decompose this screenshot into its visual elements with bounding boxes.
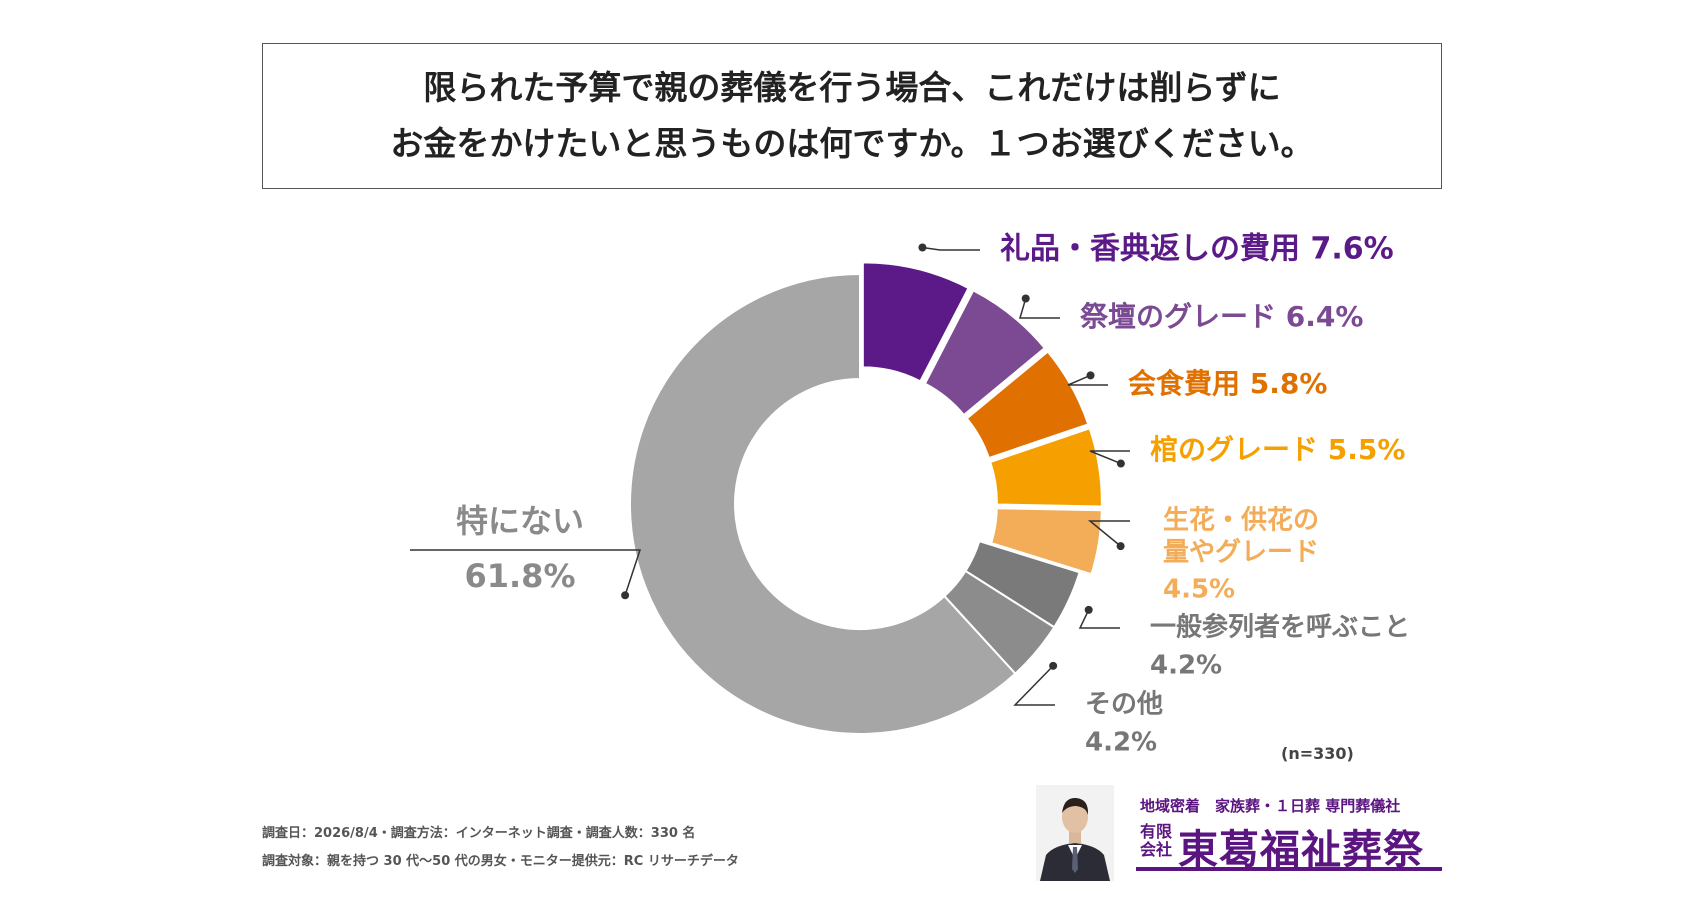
- leader-line-6: [1013, 665, 1055, 706]
- slice-label-7: 特にない: [456, 502, 584, 540]
- leader-line-7: [410, 549, 642, 596]
- survey-footnote-1: 調査日：2026/8/4・調査方法：インターネット調査・調査人数：330 名: [262, 826, 696, 841]
- leader-line-2: [1067, 374, 1108, 386]
- leader-dot-0: [918, 243, 927, 252]
- leader-dot-1: [1021, 294, 1030, 303]
- slice-label-2: 会食費用 5.8%: [1128, 367, 1327, 400]
- leader-dot-2: [1086, 371, 1095, 380]
- slice-label-4-l1: 量やグレード: [1163, 538, 1319, 568]
- donut-slice-1: [923, 289, 1047, 417]
- slice-label-6: その他: [1085, 690, 1163, 720]
- slice-label-3: 棺のグレード 5.5%: [1150, 433, 1405, 466]
- donut-slice-2: [965, 350, 1090, 460]
- question-box: 限られた予算で親の葬儀を行う場合、これだけは削らずに お金をかけたいと思うものは…: [262, 43, 1442, 189]
- sample-size: (n=330): [1281, 744, 1354, 763]
- question-line-2: お金をかけたいと思うものは何ですか。１つお選びください。: [390, 124, 1314, 163]
- slice-value-6: 4.2%: [1085, 728, 1157, 758]
- leader-line-0: [922, 246, 980, 251]
- brand-name: 東葛福祉葬祭: [1178, 827, 1424, 873]
- leader-line-4: [1087, 520, 1130, 547]
- donut-slice-7: [629, 272, 1017, 735]
- donut-slice-4: [989, 507, 1103, 576]
- slice-label-4-l0: 生花・供花の: [1163, 506, 1319, 536]
- slice-label-1: 祭壇のグレード 6.4%: [1080, 300, 1363, 333]
- survey-footnote-2: 調査対象：親を持つ 30 代〜50 代の男女・モニター提供元：RC リサーチデー…: [262, 854, 739, 869]
- leader-dot-5: [1084, 605, 1093, 614]
- leader-line-5: [1078, 609, 1120, 629]
- company-type: 有限 会社: [1140, 823, 1176, 859]
- leader-line-1: [1018, 298, 1060, 319]
- person-photo: [1036, 785, 1114, 881]
- leader-line-3: [1089, 450, 1130, 465]
- brand-banner: 地域密着 家族葬・１日葬 専門葬儀社 有限 会社 東葛福祉葬祭: [1036, 785, 1442, 881]
- slice-label-0: 礼品・香典返しの費用 7.6%: [1000, 232, 1394, 267]
- leader-dot-6: [1049, 661, 1058, 670]
- donut-slice-3: [988, 427, 1103, 508]
- company-type-bottom: 会社: [1140, 840, 1173, 859]
- question-line-1: 限られた予算で親の葬儀を行う場合、これだけは削らずに: [423, 68, 1281, 107]
- slice-value-7: 61.8%: [464, 557, 575, 595]
- slice-value-5: 4.2%: [1150, 651, 1222, 681]
- slice-label-5: 一般参列者を呼ぶこと: [1150, 612, 1410, 643]
- leader-dot-7: [621, 591, 630, 600]
- brand-tagline: 地域密着 家族葬・１日葬 専門葬儀社: [1140, 797, 1401, 815]
- leader-dot-3: [1116, 459, 1125, 468]
- slice-value-4: 4.5%: [1163, 575, 1235, 605]
- brand-underline: [1136, 867, 1442, 871]
- donut-slice-0: [861, 261, 970, 383]
- leader-dot-4: [1116, 542, 1125, 551]
- company-type-top: 有限: [1140, 822, 1173, 841]
